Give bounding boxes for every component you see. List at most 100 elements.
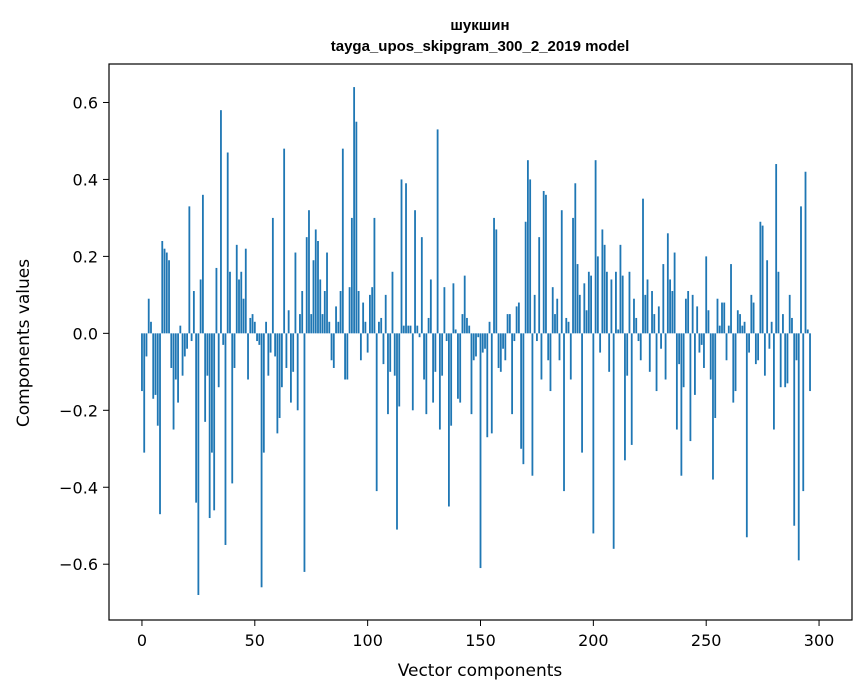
bar	[761, 225, 764, 334]
plot-frame	[108, 63, 853, 621]
y-tick-label: −0.2	[59, 401, 98, 420]
bar	[486, 333, 489, 438]
bar	[750, 294, 753, 334]
bar	[380, 317, 383, 334]
bar	[788, 294, 791, 334]
bar	[337, 321, 340, 334]
bar	[353, 87, 356, 334]
bar	[310, 314, 313, 334]
bar	[344, 333, 346, 380]
bar	[240, 271, 243, 334]
bar	[303, 333, 306, 572]
bar	[610, 279, 613, 334]
y-tick-label: −0.4	[59, 478, 98, 497]
bar	[773, 333, 775, 430]
bar	[705, 256, 708, 334]
bar	[332, 333, 335, 368]
bar	[348, 287, 351, 334]
bar	[587, 271, 590, 334]
bar	[339, 291, 342, 334]
bar	[495, 229, 498, 334]
bar	[565, 317, 568, 334]
bar	[739, 314, 741, 334]
bar	[612, 333, 615, 549]
bar	[727, 325, 730, 334]
bar	[646, 279, 649, 334]
bar	[161, 241, 164, 334]
bar	[666, 233, 669, 334]
bar	[703, 333, 705, 368]
y-axis-label: Components values	[14, 259, 34, 427]
bar	[416, 325, 419, 334]
bar	[700, 333, 703, 345]
bar	[680, 333, 683, 476]
bar	[409, 325, 412, 334]
bar	[328, 321, 331, 334]
bar	[163, 248, 166, 334]
x-tick-label: 300	[804, 631, 835, 650]
bar	[709, 333, 712, 380]
bar	[567, 321, 570, 334]
bar	[549, 333, 552, 392]
bar	[213, 333, 216, 511]
bar	[802, 333, 805, 492]
bar	[585, 310, 588, 334]
bar	[795, 333, 798, 361]
bar	[621, 275, 624, 334]
bar	[479, 333, 482, 569]
bar	[754, 333, 757, 365]
bar	[502, 333, 504, 349]
bar	[427, 317, 430, 334]
bar	[718, 325, 721, 334]
bar	[639, 333, 642, 361]
bar	[391, 271, 394, 334]
bar	[470, 333, 473, 415]
bar	[590, 275, 592, 334]
bar	[759, 221, 762, 334]
bar	[608, 333, 611, 372]
bar	[220, 110, 222, 334]
bar	[299, 314, 301, 334]
bar	[168, 260, 170, 334]
bar	[664, 333, 667, 380]
bar	[596, 256, 599, 334]
bar	[775, 164, 778, 334]
bar	[712, 333, 714, 480]
bar	[574, 183, 577, 334]
bar	[517, 302, 520, 334]
bar	[154, 333, 157, 395]
bar	[366, 333, 369, 353]
bar	[378, 321, 380, 334]
bar	[271, 217, 274, 334]
bar	[601, 229, 604, 334]
bar	[319, 279, 322, 334]
bar	[371, 287, 374, 334]
bar	[244, 248, 247, 334]
bar	[418, 333, 421, 338]
bar	[576, 264, 579, 334]
bar	[199, 279, 202, 334]
chart-subtitle: tayga_upos_skipgram_300_2_2019 model	[331, 38, 630, 55]
bar	[714, 333, 717, 418]
bar	[346, 333, 349, 380]
bar	[745, 333, 748, 538]
bar	[757, 333, 760, 361]
bar	[497, 333, 500, 368]
bar	[341, 148, 344, 334]
bar	[689, 333, 692, 442]
bar	[648, 333, 651, 372]
bar	[488, 321, 491, 334]
bar	[660, 333, 662, 349]
bar	[267, 333, 270, 376]
bar	[671, 291, 674, 334]
bar	[141, 333, 143, 392]
bar	[224, 333, 227, 545]
bar	[201, 194, 204, 334]
bar	[454, 329, 457, 334]
x-tick-label: 100	[352, 631, 383, 650]
bar	[520, 333, 523, 449]
bars-group	[141, 87, 811, 595]
bar	[247, 333, 249, 380]
bar	[531, 333, 534, 476]
bar	[806, 329, 809, 334]
